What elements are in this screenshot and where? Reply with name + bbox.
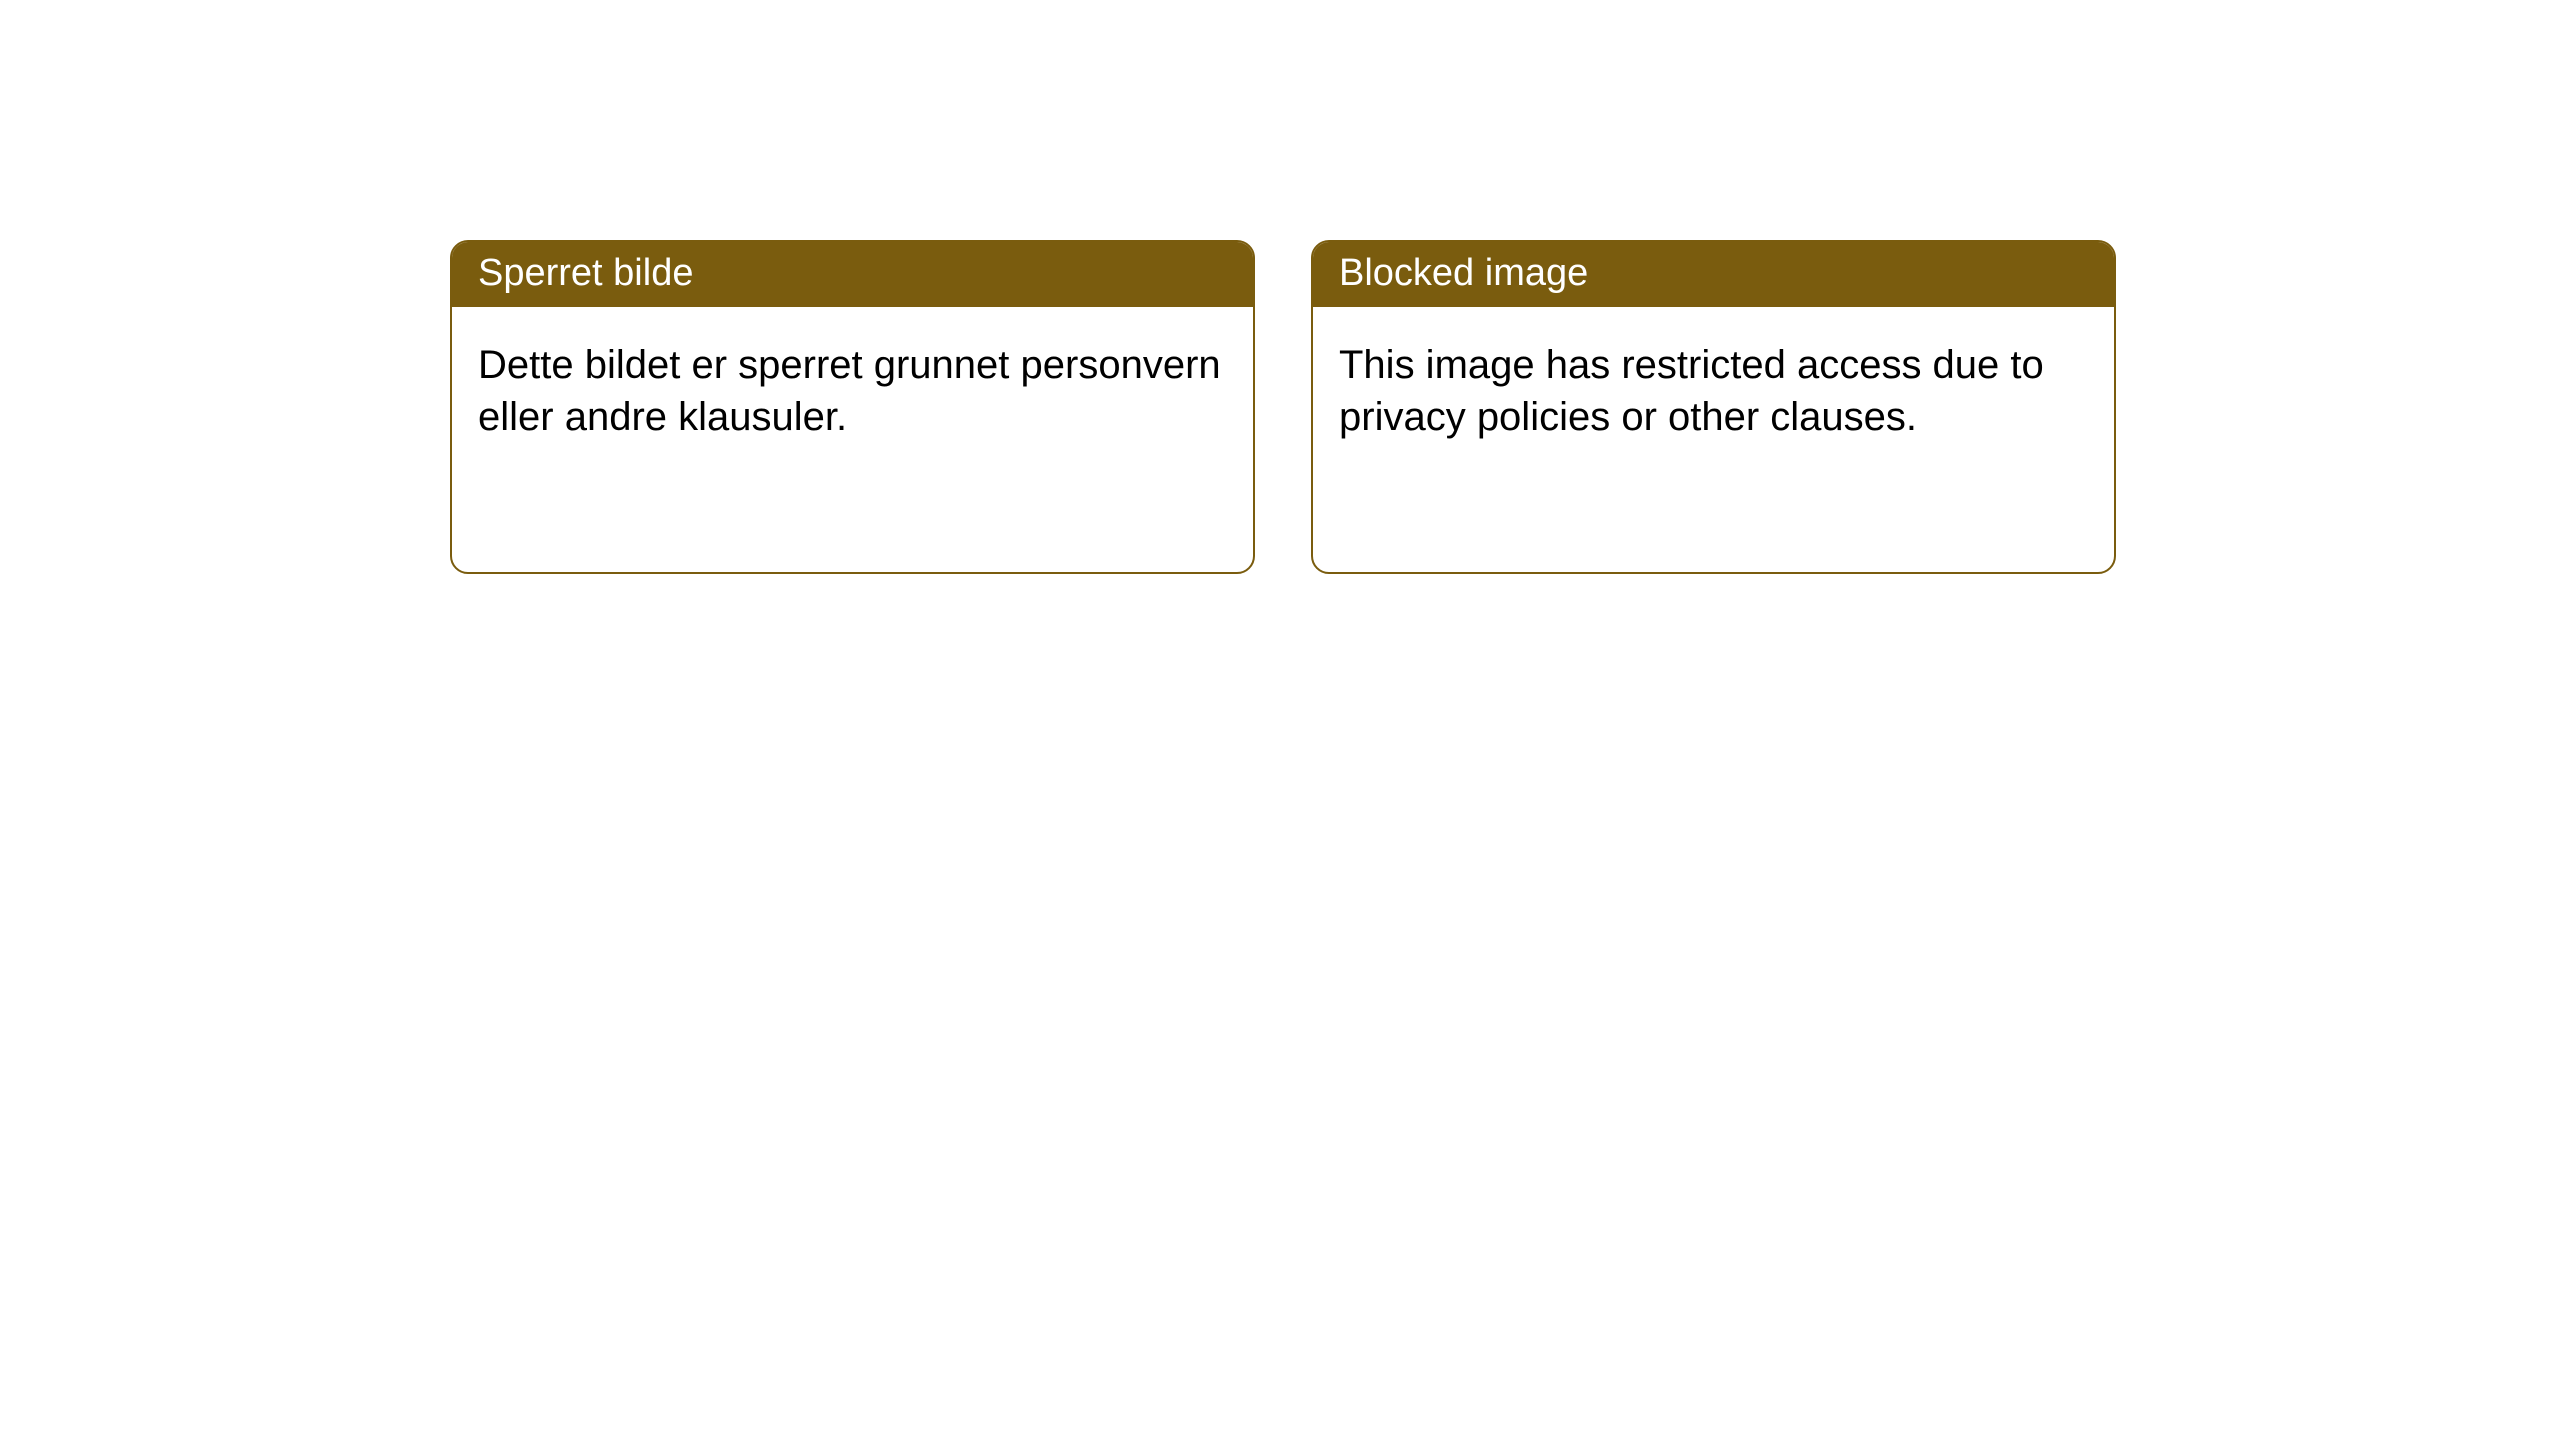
card-header-text: Blocked image (1339, 252, 1588, 294)
notice-cards-container: Sperret bilde Dette bildet er sperret gr… (0, 0, 2560, 574)
card-body-text: Dette bildet er sperret grunnet personve… (478, 343, 1221, 439)
card-body: This image has restricted access due to … (1313, 307, 2114, 475)
card-header-text: Sperret bilde (478, 252, 693, 294)
card-body: Dette bildet er sperret grunnet personve… (452, 307, 1253, 475)
blocked-image-card-en: Blocked image This image has restricted … (1311, 240, 2116, 574)
blocked-image-card-nb: Sperret bilde Dette bildet er sperret gr… (450, 240, 1255, 574)
card-header: Sperret bilde (452, 242, 1253, 307)
card-header: Blocked image (1313, 242, 2114, 307)
card-body-text: This image has restricted access due to … (1339, 343, 2044, 439)
